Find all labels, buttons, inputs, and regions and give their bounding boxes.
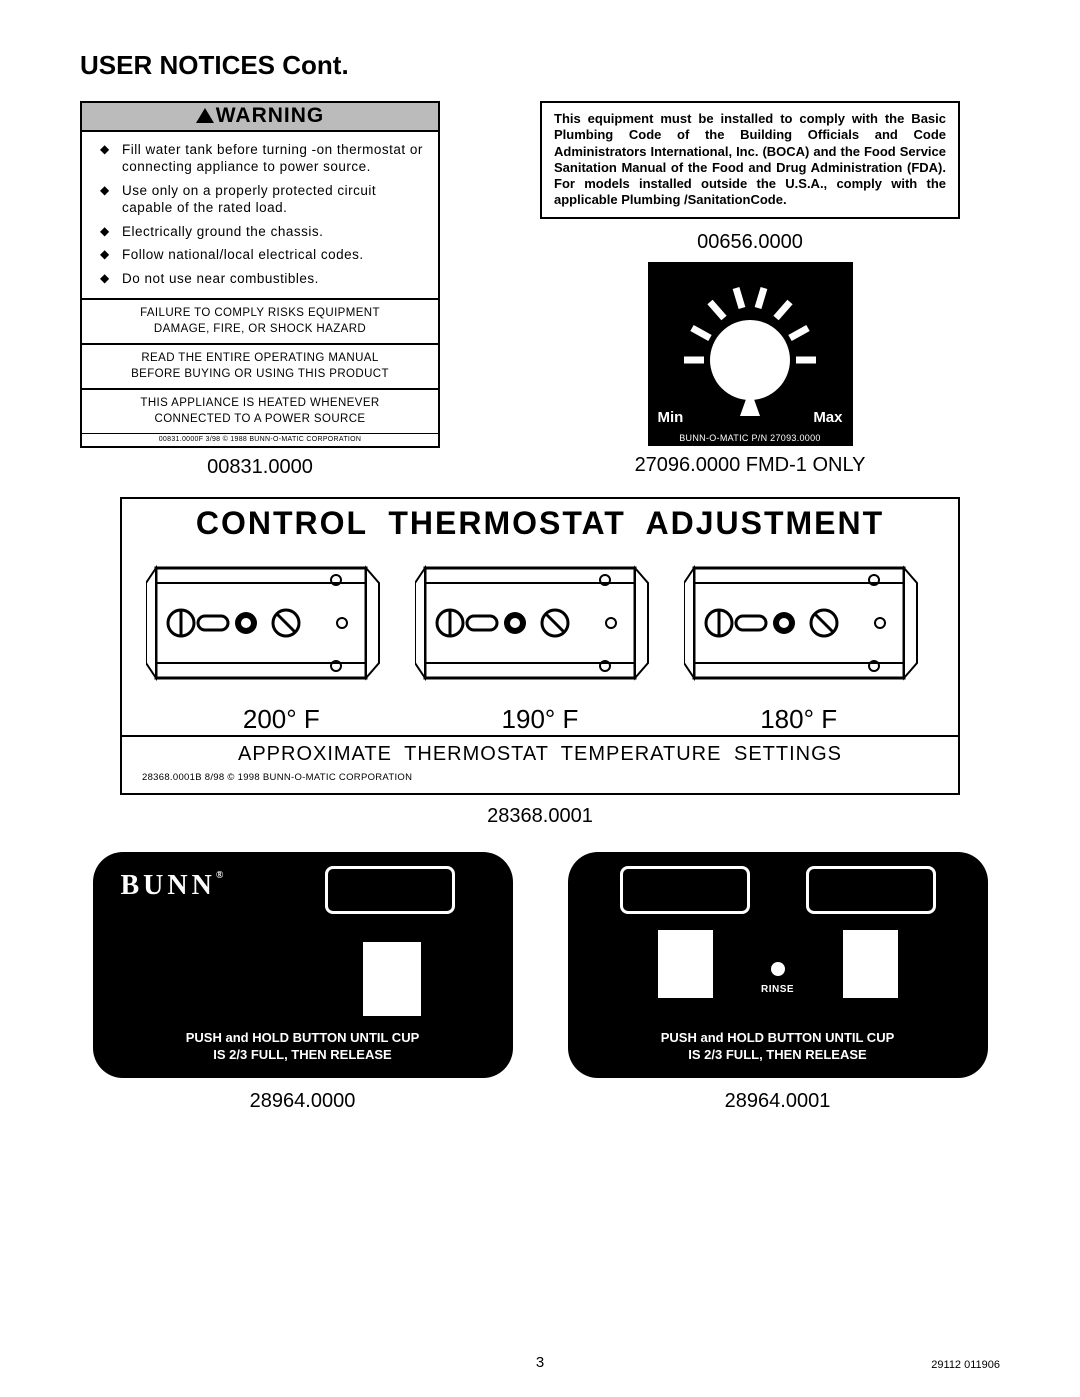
- top-row: WARNING Fill water tank before turning -…: [80, 101, 1000, 479]
- page-title: USER NOTICES Cont.: [80, 50, 1000, 81]
- warning-part-number: 00831.0000: [80, 456, 440, 479]
- dial-min-label: Min: [658, 409, 684, 426]
- warning-line: CONNECTED TO A POWER SOURCE: [154, 413, 365, 425]
- dispense-button-cutout: [363, 942, 421, 1016]
- instr-line: PUSH and HOLD BUTTON UNTIL CUP: [186, 1030, 420, 1045]
- rinse-indicator-icon: [771, 962, 785, 976]
- dial-footer: BUNN-O-MATIC P/N 27093.0000: [648, 432, 853, 446]
- page-number: 3: [536, 1354, 544, 1371]
- warning-block-2: READ THE ENTIRE OPERATING MANUAL BEFORE …: [82, 343, 438, 388]
- warning-line: DAMAGE, FIRE, OR SHOCK HAZARD: [154, 323, 366, 335]
- document-id: 29112 011906: [931, 1359, 1000, 1371]
- warning-bullet: Electrically ground the chassis.: [100, 224, 424, 241]
- panel1-part-number: 28964.0000: [93, 1090, 513, 1113]
- warning-bullet-list: Fill water tank before turning -on therm…: [82, 132, 438, 300]
- temp-190: 190° F: [502, 704, 579, 735]
- warning-line: FAILURE TO COMPLY RISKS EQUIPMENT: [140, 307, 380, 319]
- temp-200: 200° F: [243, 704, 320, 735]
- dial-svg-icon: [648, 262, 853, 432]
- panel2-part-number: 28964.0001: [568, 1090, 988, 1113]
- warning-bullet: Follow national/local electrical codes.: [100, 247, 424, 264]
- bottom-panels-row: BUNN® PUSH and HOLD BUTTON UNTIL CUP IS …: [80, 852, 1000, 1113]
- panel-1-column: BUNN® PUSH and HOLD BUTTON UNTIL CUP IS …: [93, 852, 513, 1113]
- panel-instruction: PUSH and HOLD BUTTON UNTIL CUP IS 2/3 FU…: [568, 1030, 988, 1064]
- dial-part-number: 27096.0000 FMD-1 ONLY: [500, 454, 1000, 477]
- cta-temp-row: 200° F 190° F 180° F: [122, 704, 958, 737]
- cta-part-number: 28368.0001: [80, 805, 1000, 828]
- instr-line: PUSH and HOLD BUTTON UNTIL CUP: [661, 1030, 895, 1045]
- warning-bullet: Fill water tank before turning -on therm…: [100, 142, 424, 176]
- cta-title: CONTROL THERMOSTAT ADJUSTMENT: [142, 505, 938, 542]
- thermostat-module-icon: [684, 548, 934, 698]
- manual-page: USER NOTICES Cont. WARNING Fill water ta…: [0, 0, 1080, 1397]
- brand-text: BUNN: [121, 870, 216, 901]
- dial-label: Min Max BUNN-O-MATIC P/N 27093.0000: [648, 262, 853, 446]
- compliance-partnum-top: 00656.0000: [500, 231, 1000, 254]
- thermostat-module-icon: [415, 548, 665, 698]
- warning-box: WARNING Fill water tank before turning -…: [80, 101, 440, 448]
- warning-bullet: Do not use near combustibles.: [100, 271, 424, 288]
- cta-fineprint: 28368.0001B 8/98 © 1998 BUNN-O-MATIC COR…: [142, 772, 938, 783]
- dispense-panel-double: RINSE PUSH and HOLD BUTTON UNTIL CUP IS …: [568, 852, 988, 1078]
- warning-fineprint: 00831.0000F 3/98 © 1988 BUNN-O-MATIC COR…: [82, 433, 438, 446]
- panel-2-column: RINSE PUSH and HOLD BUTTON UNTIL CUP IS …: [568, 852, 988, 1113]
- panel-instruction: PUSH and HOLD BUTTON UNTIL CUP IS 2/3 FU…: [93, 1030, 513, 1064]
- dial-graphic: Min Max: [648, 262, 853, 432]
- dispense-button-cutout: [658, 930, 713, 998]
- warning-word: WARNING: [216, 104, 325, 128]
- thermostat-adjustment-box: CONTROL THERMOSTAT ADJUSTMENT: [120, 497, 960, 795]
- cta-subtitle: APPROXIMATE THERMOSTAT TEMPERATURE SETTI…: [142, 743, 938, 766]
- dispense-button-cutout: [843, 930, 898, 998]
- warning-line: THIS APPLIANCE IS HEATED WHENEVER: [140, 397, 379, 409]
- cta-diagrams-row: [142, 548, 938, 698]
- brand-logo: BUNN®: [121, 870, 228, 902]
- compliance-box: This equipment must be installed to comp…: [540, 101, 960, 219]
- display-window: [806, 866, 936, 914]
- display-window: [325, 866, 455, 914]
- warning-bullet: Use only on a properly protected circuit…: [100, 183, 424, 217]
- temp-180: 180° F: [760, 704, 837, 735]
- warning-column: WARNING Fill water tank before turning -…: [80, 101, 440, 479]
- warning-block-3: THIS APPLIANCE IS HEATED WHENEVER CONNEC…: [82, 388, 438, 433]
- warning-triangle-icon: [196, 108, 214, 123]
- rinse-label: RINSE: [761, 984, 794, 995]
- instr-line: IS 2/3 FULL, THEN RELEASE: [688, 1047, 866, 1062]
- dial-max-label: Max: [813, 409, 842, 426]
- warning-block-1: FAILURE TO COMPLY RISKS EQUIPMENT DAMAGE…: [82, 300, 438, 343]
- display-window: [620, 866, 750, 914]
- warning-line: BEFORE BUYING OR USING THIS PRODUCT: [131, 368, 389, 380]
- thermostat-module-icon: [146, 548, 396, 698]
- warning-line: READ THE ENTIRE OPERATING MANUAL: [141, 352, 378, 364]
- dispense-panel-single: BUNN® PUSH and HOLD BUTTON UNTIL CUP IS …: [93, 852, 513, 1078]
- right-column: This equipment must be installed to comp…: [500, 101, 1000, 477]
- instr-line: IS 2/3 FULL, THEN RELEASE: [213, 1047, 391, 1062]
- warning-header: WARNING: [82, 103, 438, 132]
